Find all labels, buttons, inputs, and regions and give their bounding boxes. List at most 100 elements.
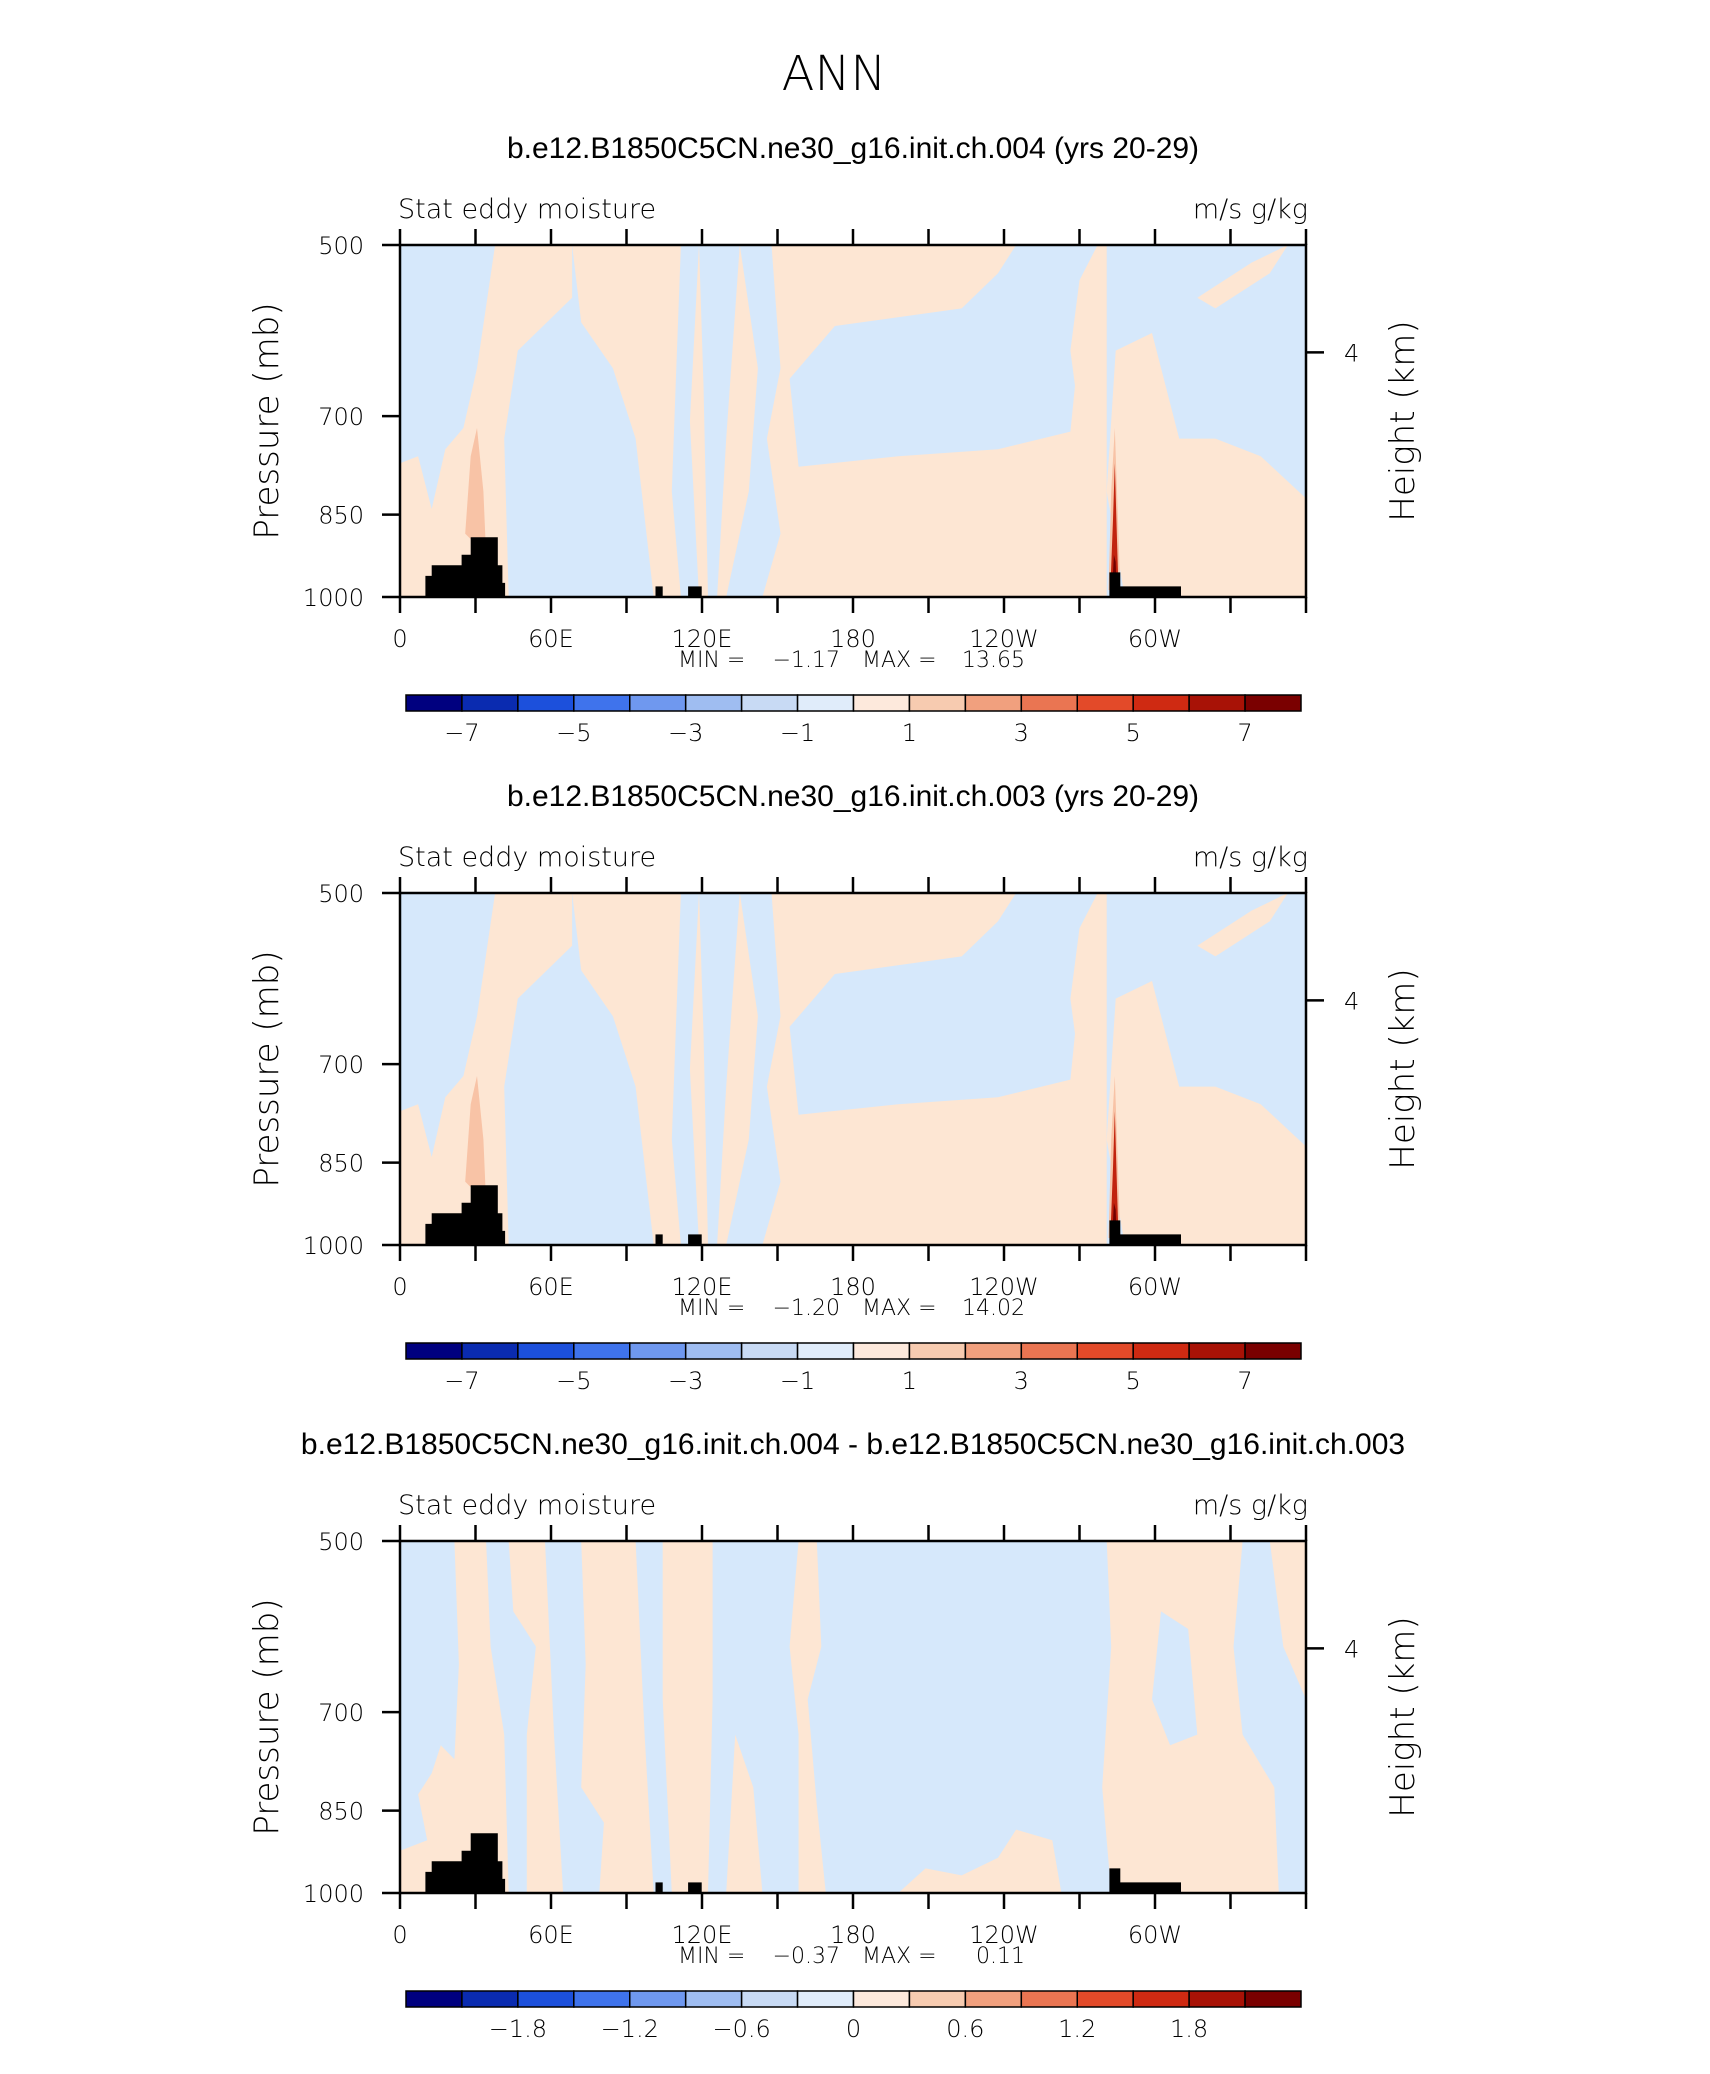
- colorbar-box: [740, 1342, 799, 1360]
- colorbar-box: [1244, 1990, 1302, 2008]
- x-tick-label: 120W: [969, 1921, 1039, 1949]
- max-label: MAX =: [862, 648, 937, 673]
- variable-label: Stat eddy moisture: [398, 842, 656, 873]
- y-axis-title: Pressure (mb): [247, 1598, 287, 1835]
- y-tick-label: 850: [318, 1798, 364, 1826]
- positive-region: [1197, 245, 1288, 309]
- positive-region: [572, 245, 681, 597]
- land-mask: [655, 586, 663, 597]
- colorbar-box: [1132, 1990, 1190, 2008]
- colorbar-box: [852, 1990, 911, 2008]
- colorbar-box: [1076, 1342, 1134, 1360]
- min-value: −1.17: [773, 648, 840, 673]
- y-tick-label: 500: [318, 232, 364, 260]
- y-tick-label: 850: [318, 1150, 364, 1178]
- colorbar-label: −1.8: [489, 2015, 547, 2043]
- colorbar-box: [1188, 1342, 1246, 1360]
- colorbar-box: [684, 1990, 743, 2008]
- land-mask: [688, 1882, 702, 1893]
- colorbar-box: [405, 1990, 463, 2008]
- y-tick-label: 1000: [303, 1880, 364, 1908]
- colorbar-box: [964, 1342, 1023, 1360]
- colorbar-box: [684, 1342, 743, 1360]
- min-label: MIN =: [678, 1944, 745, 1969]
- panel-title: b.e12.B1850C5CN.ne30_g16.init.ch.003 (yr…: [507, 780, 1199, 813]
- negative-region: [400, 1541, 459, 1851]
- y2-tick-label: 4: [1344, 339, 1359, 367]
- colorbar-label: −3: [668, 1367, 703, 1395]
- y-tick-label: 1000: [303, 1232, 364, 1260]
- x-tick-label: 120E: [672, 625, 733, 653]
- colorbar-label: 1.8: [1170, 2015, 1208, 2043]
- colorbar-label: 1: [902, 719, 917, 747]
- land-mask: [425, 1833, 506, 1893]
- colorbar-box: [908, 1990, 967, 2008]
- x-tick-label: 180: [830, 1273, 876, 1301]
- colorbar-box: [1020, 694, 1078, 712]
- positive-region: [400, 893, 573, 1245]
- max-value: 14.02: [962, 1296, 1025, 1321]
- x-tick-label: 0: [392, 1273, 407, 1301]
- land-mask: [1109, 1868, 1181, 1893]
- colorbar-box: [405, 1342, 463, 1360]
- colorbar-box: [1020, 1342, 1078, 1360]
- strong-positive: [1110, 1111, 1119, 1238]
- y-tick-label: 1000: [303, 584, 364, 612]
- land-mask: [688, 1234, 702, 1245]
- positive-region: [762, 245, 1107, 597]
- y-tick-label: 500: [318, 880, 364, 908]
- colorbar-box: [629, 1990, 687, 2008]
- units-label: m/s g/kg: [1193, 842, 1308, 873]
- colorbar-box: [908, 694, 967, 712]
- x-tick-label: 60E: [528, 1921, 574, 1949]
- y2-tick-label: 4: [1344, 1635, 1359, 1663]
- y2-axis-title: Height (km): [1383, 968, 1423, 1169]
- colorbar-label: 7: [1237, 1367, 1252, 1395]
- colorbar-label: −1: [780, 719, 815, 747]
- colorbar-box: [852, 1342, 911, 1360]
- colorbar-box: [573, 1990, 631, 2008]
- y2-axis-title: Height (km): [1383, 1616, 1423, 1817]
- panel-2: b.e12.B1850C5CN.ne30_g16.init.ch.003 (yr…: [247, 780, 1423, 1395]
- x-tick-label: 180: [830, 625, 876, 653]
- positive-region: [400, 245, 573, 597]
- colorbar-box: [964, 1990, 1023, 2008]
- x-tick-label: 0: [392, 625, 407, 653]
- colorbar-label: −0.6: [712, 2015, 770, 2043]
- colorbar-box: [908, 1342, 967, 1360]
- colorbar-label: 0.6: [946, 2015, 984, 2043]
- colorbar-box: [461, 1990, 519, 2008]
- colorbar-box: [573, 694, 631, 712]
- y-tick-label: 700: [318, 1051, 364, 1079]
- positive-region: [1197, 893, 1288, 957]
- min-label: MIN =: [678, 648, 745, 673]
- moderate-positive: [465, 1076, 487, 1203]
- colorbar-label: −3: [668, 719, 703, 747]
- x-tick-label: 60W: [1128, 1273, 1182, 1301]
- positive-region: [572, 893, 681, 1245]
- colorbar-box: [461, 694, 519, 712]
- panel-3: b.e12.B1850C5CN.ne30_g16.init.ch.004 - b…: [247, 1428, 1423, 2043]
- colorbar-box: [629, 694, 687, 712]
- positive-region: [762, 893, 1107, 1245]
- colorbar-box: [796, 1342, 855, 1360]
- x-tick-label: 60W: [1128, 625, 1182, 653]
- min-value: −0.37: [773, 1944, 840, 1969]
- negative-region: [486, 1541, 536, 1893]
- strong-positive: [1110, 463, 1119, 590]
- positive-region: [717, 893, 758, 1245]
- positive-region: [1106, 333, 1306, 597]
- max-label: MAX =: [862, 1296, 937, 1321]
- land-mask: [655, 1882, 663, 1893]
- variable-label: Stat eddy moisture: [398, 1490, 656, 1521]
- positive-region: [689, 245, 708, 597]
- colorbar-box: [461, 1342, 519, 1360]
- y-tick-label: 700: [318, 1699, 364, 1727]
- colorbar-label: 3: [1014, 719, 1029, 747]
- y-axis-title: Pressure (mb): [247, 950, 287, 1187]
- max-value: 0.11: [976, 1944, 1025, 1969]
- colorbar-box: [1132, 1342, 1190, 1360]
- colorbar-box: [796, 1990, 855, 2008]
- colorbar-label: 5: [1126, 1367, 1141, 1395]
